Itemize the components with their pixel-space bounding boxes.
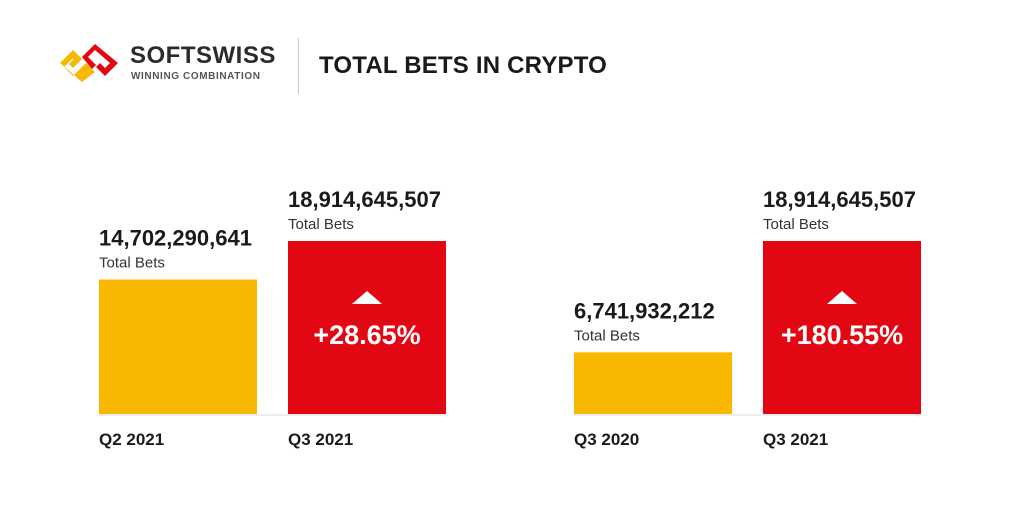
softswiss-logo-icon [60,44,118,82]
up-arrow-icon [352,291,382,304]
up-arrow-icon [827,291,857,304]
bar-value-label: 18,914,645,507 [763,187,916,212]
change-percentage: +28.65% [313,320,420,350]
chart-baseline [99,414,447,416]
bar-value-sublabel: Total Bets [574,327,640,344]
change-percentage: +180.55% [781,320,903,350]
bar-value-label: 6,741,932,212 [574,298,715,323]
logo-yellow-shape [60,50,95,82]
bar-q2-2021 [99,279,257,414]
bar-value-sublabel: Total Bets [99,255,165,272]
brand-tagline: WINNING COMBINATION [131,71,261,82]
category-label: Q2 2021 [99,430,164,449]
logo-red-shape [82,44,118,76]
bar-q3-2020 [574,352,732,414]
bar-value-sublabel: Total Bets [288,216,354,233]
page-title: TOTAL BETS IN CRYPTO [319,52,608,79]
bar-value-sublabel: Total Bets [763,216,829,233]
chart-baseline [574,414,922,416]
bar-q3-2021 [288,241,446,414]
category-label: Q3 2021 [763,430,828,449]
brand-name: SOFTSWISS [130,42,276,69]
bar-q3-2021 [763,241,921,414]
category-label: Q3 2020 [574,430,639,449]
bar-value-label: 18,914,645,507 [288,187,441,212]
bar-value-label: 14,702,290,641 [99,226,252,251]
header-divider [298,38,299,94]
category-label: Q3 2021 [288,430,353,449]
header: SOFTSWISS WINNING COMBINATION TOTAL BETS… [0,0,1024,110]
